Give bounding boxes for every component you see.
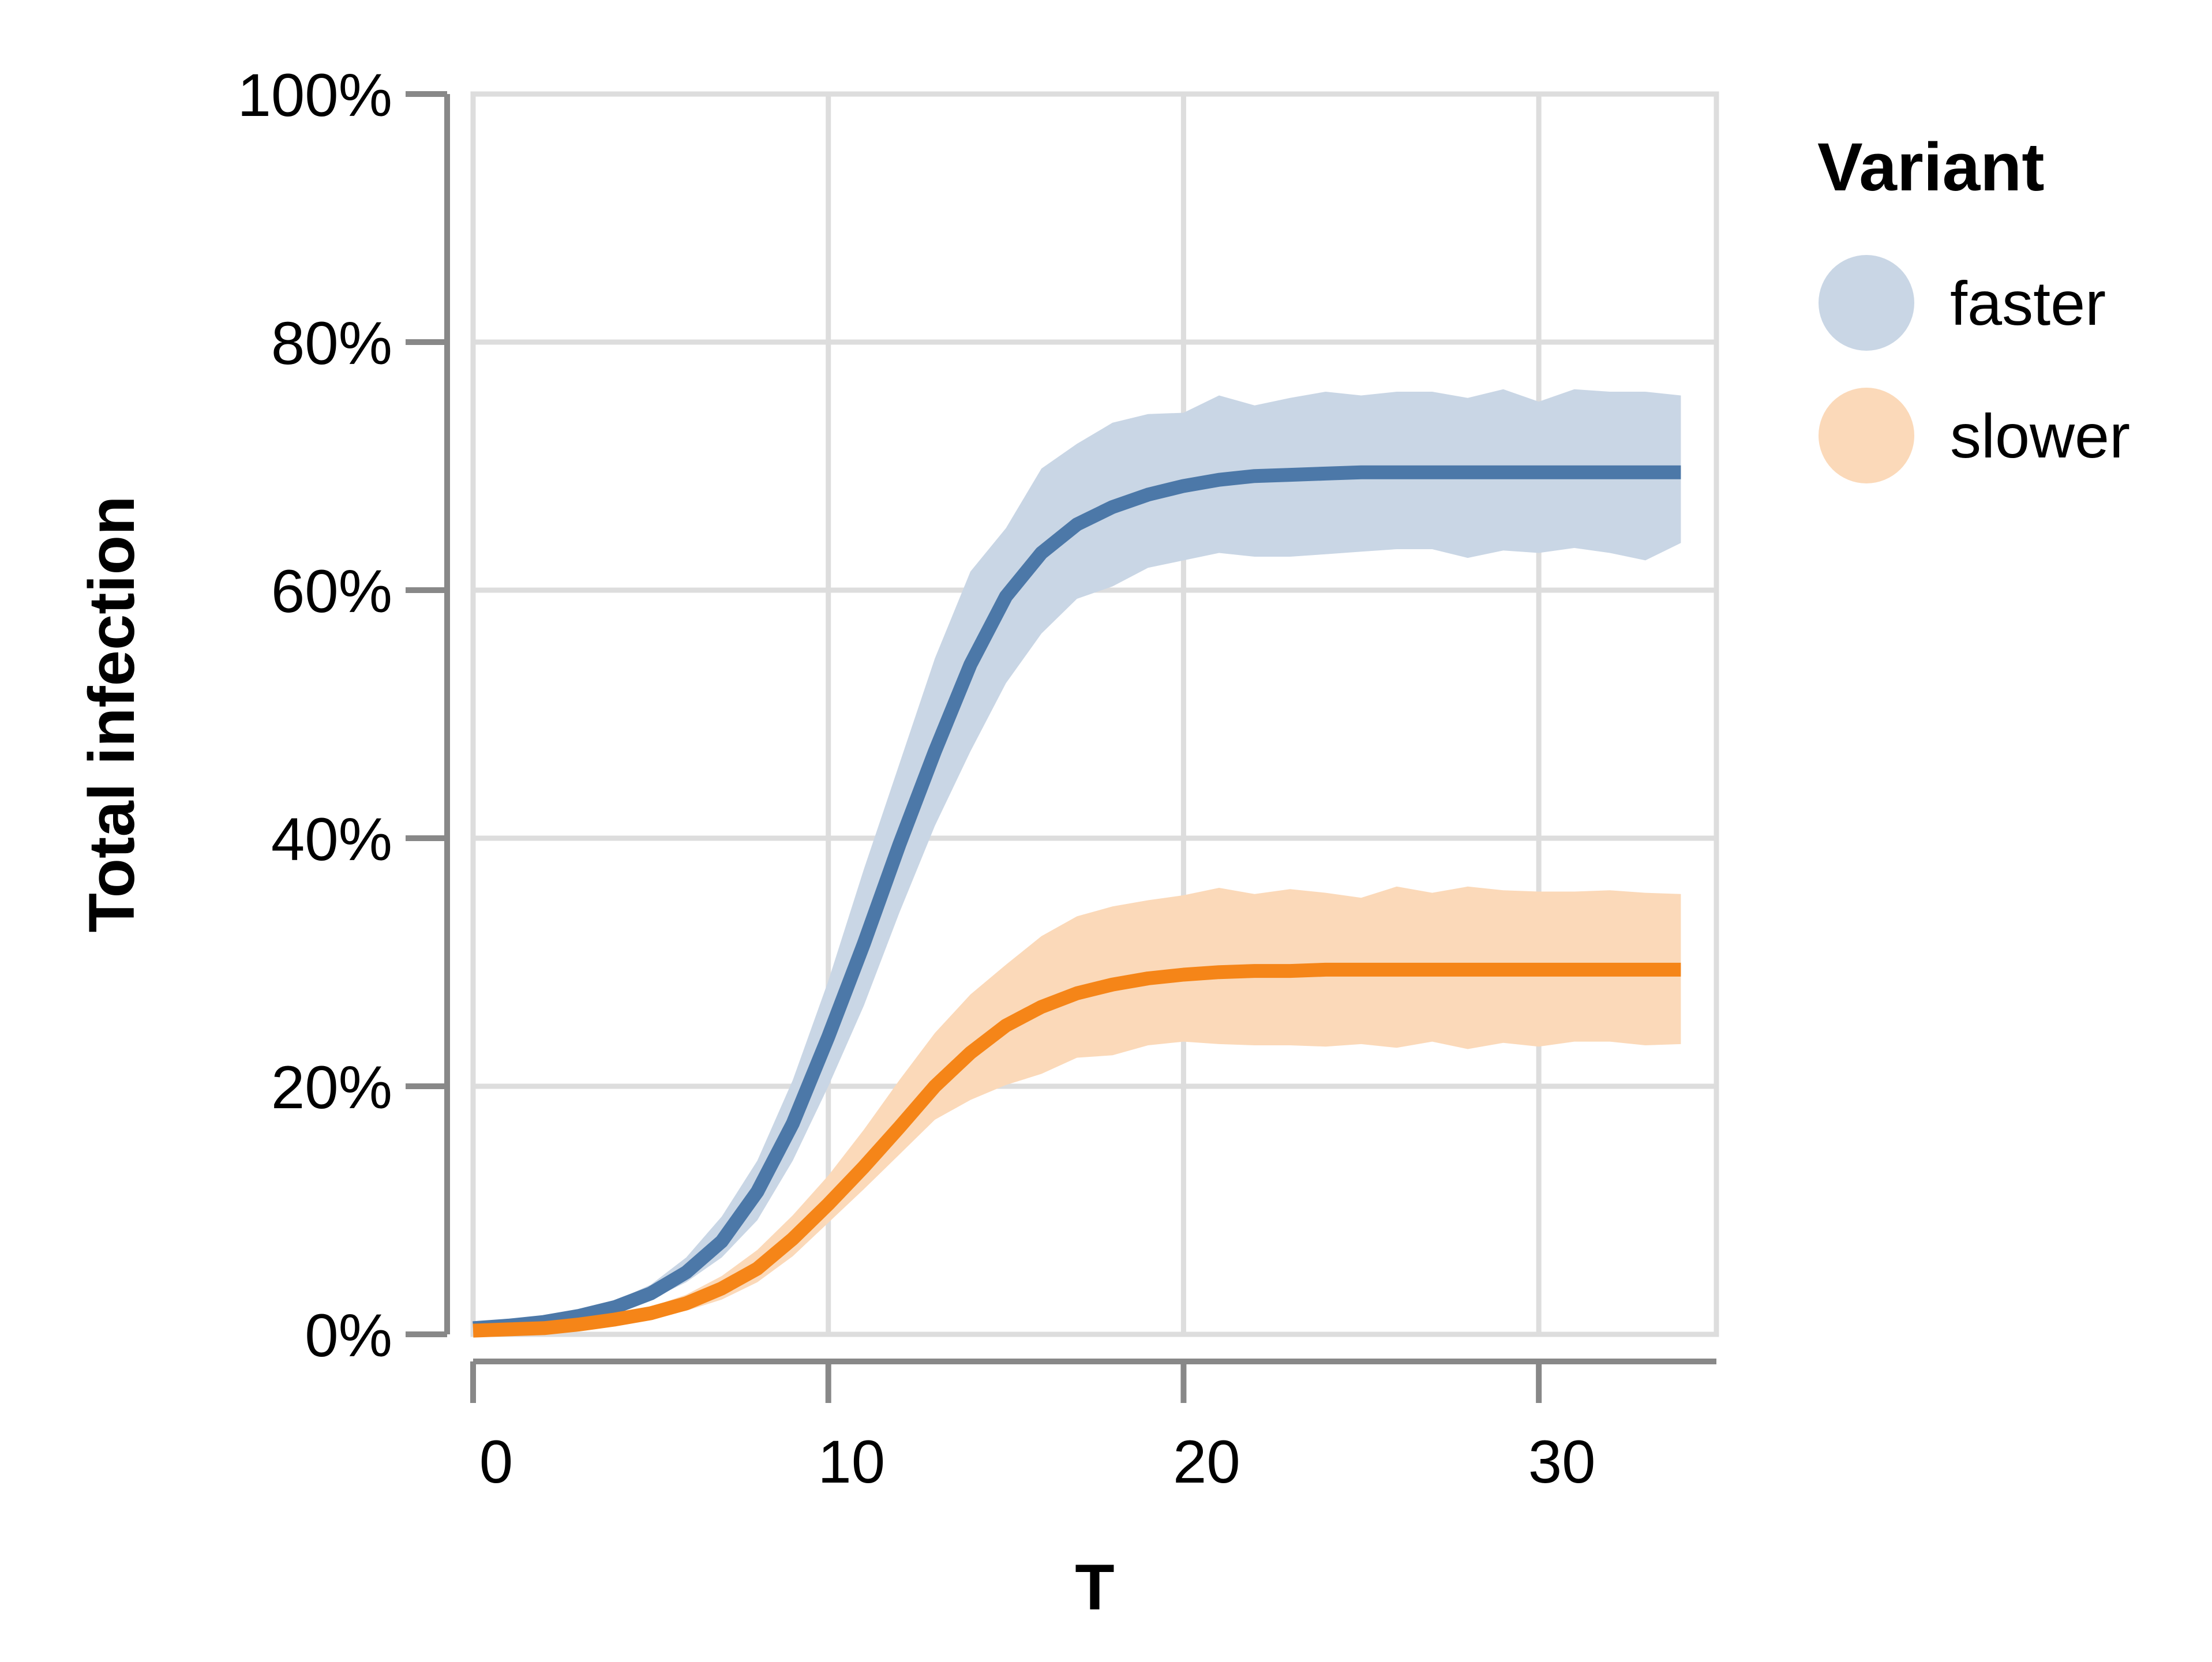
y-tick-label: 40% — [271, 806, 392, 873]
line-slower — [473, 962, 1681, 1338]
confidence-bands — [473, 389, 1681, 1332]
legend-label-faster: faster — [1950, 268, 2106, 338]
x-tick-label: 10 — [818, 1428, 885, 1496]
y-tick-label: 0% — [305, 1302, 392, 1370]
y-tick-label: 100% — [237, 62, 392, 129]
x-tick-label: 30 — [1528, 1428, 1596, 1496]
legend-title: Variant — [1817, 129, 2045, 205]
y-axis-title: Total infection — [76, 496, 148, 933]
band-faster — [473, 389, 1681, 1331]
legend-swatch-slower — [1819, 388, 1914, 483]
band-slower — [473, 886, 1681, 1332]
axes: 0% 20% 40% 60% 80% 100% 0 10 20 30 — [237, 62, 1716, 1496]
x-tick-label: 20 — [1173, 1428, 1240, 1496]
y-tick-label: 80% — [271, 310, 392, 377]
grid — [470, 91, 1719, 1337]
y-tick-label: 60% — [271, 558, 392, 625]
legend: Variant faster slower — [1817, 129, 2130, 483]
legend-swatch-faster — [1819, 255, 1914, 351]
x-tick-label: 0 — [479, 1428, 513, 1496]
line-faster — [473, 465, 1681, 1335]
legend-label-slower: slower — [1950, 401, 2130, 471]
x-axis-title: T — [1075, 1551, 1114, 1623]
y-tick-label: 20% — [271, 1054, 392, 1121]
plot-frame — [470, 91, 1719, 1337]
series-lines — [473, 465, 1681, 1338]
